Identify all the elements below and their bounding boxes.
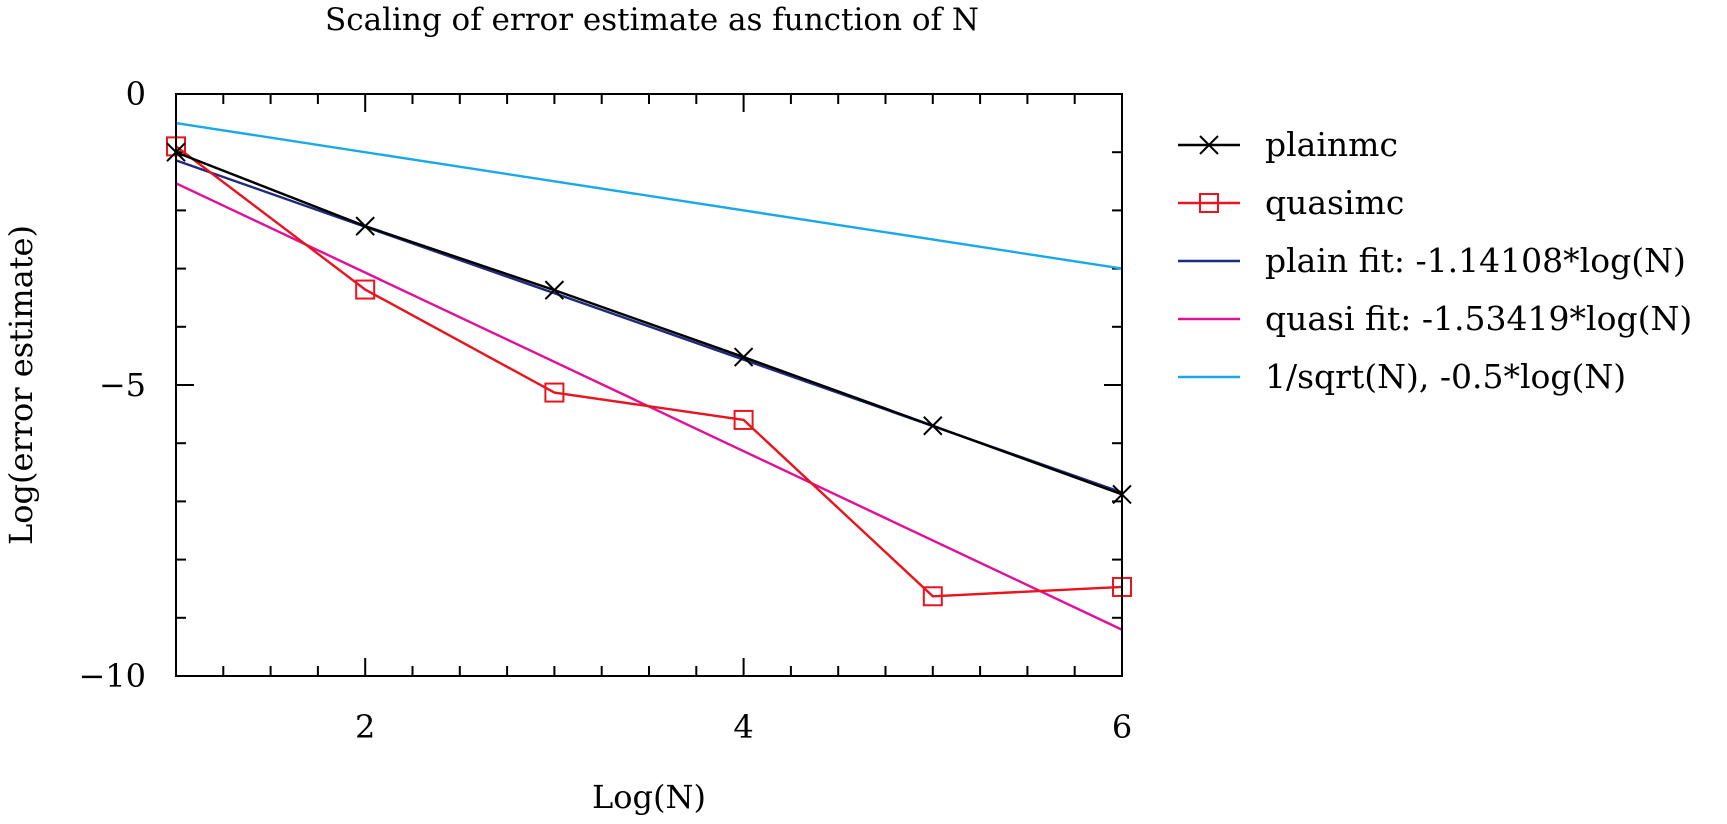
x-tick-label: 2	[355, 708, 375, 746]
y-tick-label: −5	[99, 366, 146, 404]
series-line	[175, 121, 1123, 270]
legend-marker	[1199, 193, 1219, 213]
y-axis-label: Log(error estimate)	[2, 225, 40, 545]
data-point	[733, 347, 754, 367]
tick-labels: 2 4 6 0 −5 −10	[78, 75, 1132, 746]
x-axis-label: Log(N)	[592, 778, 706, 816]
legend-label: plain fit: -1.14108*log(N)	[1265, 241, 1686, 280]
series-4	[175, 121, 1123, 270]
data-point	[355, 279, 376, 300]
legend-label: quasi fit: -1.53419*log(N)	[1265, 299, 1692, 338]
series-0	[166, 142, 1132, 505]
chart-title: Scaling of error estimate as function of…	[325, 2, 979, 38]
legend-item: 1/sqrt(N), -0.5*log(N)	[1178, 357, 1626, 396]
data-point	[544, 280, 565, 300]
data-point	[355, 216, 375, 236]
axis-ticks	[175, 93, 1123, 677]
legend-item: quasi fit: -1.53419*log(N)	[1178, 299, 1692, 338]
data-point	[544, 382, 565, 403]
y-tick-label: −10	[78, 657, 146, 695]
x-tick-label: 4	[733, 708, 753, 746]
data-point	[733, 409, 754, 430]
series-line	[175, 151, 1123, 496]
plot-series	[166, 121, 1132, 631]
plot-frame	[175, 93, 1123, 677]
series-line	[175, 145, 1123, 598]
legend-label: quasimc	[1265, 183, 1404, 222]
legend-item: plainmc	[1178, 125, 1398, 164]
data-point	[922, 586, 943, 607]
data-point	[923, 416, 943, 436]
legend-label: 1/sqrt(N), -0.5*log(N)	[1265, 357, 1626, 396]
legend: plainmc quasimc plain fit: -1.14108*log(N)…	[1178, 125, 1692, 396]
legend-marker	[1199, 135, 1219, 155]
y-tick-label: 0	[126, 75, 146, 113]
x-tick-label: 6	[1112, 708, 1132, 746]
legend-label: plainmc	[1265, 125, 1398, 164]
legend-item: quasimc	[1178, 183, 1404, 222]
legend-item: plain fit: -1.14108*log(N)	[1178, 241, 1686, 280]
